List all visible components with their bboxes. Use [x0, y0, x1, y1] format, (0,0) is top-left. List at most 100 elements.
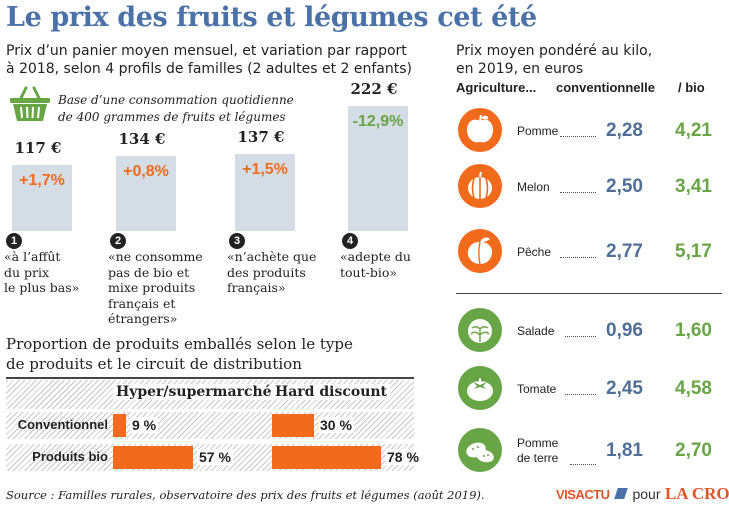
- produce-name-line: Pomme: [517, 436, 559, 450]
- profile-description-line: «à l’affût: [4, 249, 61, 264]
- produce-name-line: Tomate: [517, 382, 557, 396]
- potato-icon: [458, 428, 502, 472]
- profile-variation: +0,8%: [123, 163, 169, 180]
- right-intro-line: en 2019, en euros: [456, 61, 584, 77]
- profile-description-line: mixe produits: [108, 280, 196, 295]
- packaging-bar: [272, 414, 314, 437]
- dotted-leader: [570, 464, 596, 465]
- profile-variation: -12,9%: [352, 113, 404, 130]
- produce-name: Pomme: [517, 124, 558, 139]
- dotted-leader: [565, 336, 596, 337]
- right-intro-line: Prix moyen pondéré au kilo,: [456, 43, 653, 59]
- packaging-value: 78 %: [385, 449, 421, 465]
- profile-description-line: étrangers»: [108, 311, 178, 326]
- price-bio: 3,41: [675, 176, 712, 197]
- price-conventional: 0,96: [606, 320, 643, 341]
- profile-description-line: pas de bio et: [108, 264, 190, 280]
- source-note: Source : Familles rurales, observatoire …: [6, 488, 485, 502]
- packaging-value: 9 %: [130, 417, 159, 433]
- packaging-title: Proportion de produits emballés selon le…: [6, 334, 353, 374]
- dotted-leader: [560, 136, 596, 137]
- price-conventional: 2,28: [606, 120, 643, 141]
- produce-name-line: Pêche: [517, 245, 552, 259]
- packaging-bar: [113, 446, 193, 469]
- profile-description: «adepte du tout-bio»: [340, 249, 411, 280]
- packaging-title-line: Proportion de produits emballés selon le…: [6, 335, 353, 353]
- lacroix-logo: LA CROIX: [664, 484, 729, 503]
- price-conventional: 2,45: [606, 378, 643, 399]
- profile-price: 117 €: [14, 139, 62, 157]
- melon-icon: [458, 164, 502, 208]
- left-intro-line: Prix d’un panier moyen mensuel, et varia…: [6, 43, 407, 59]
- produce-name-line: Melon: [517, 180, 550, 194]
- produce-name-line: de terre: [517, 451, 559, 465]
- profile-variation: +1,7%: [19, 172, 65, 189]
- row-label: Conventionnel: [17, 417, 108, 432]
- profile-bar: -12,9%: [348, 106, 408, 231]
- profile-description-line: français et: [108, 295, 176, 311]
- profile-description-line: le plus bas»: [4, 280, 80, 295]
- visactu-mark-icon: [614, 488, 628, 499]
- price-conventional: 2,77: [606, 241, 643, 262]
- profile-description-line: «ne consomme: [108, 249, 203, 264]
- packaging-bar: [272, 446, 381, 469]
- visactu-logo: VISACTU: [556, 487, 610, 502]
- left-intro: Prix d’un panier moyen mensuel, et varia…: [6, 42, 412, 78]
- profile-description: «n’achète que des produits français»: [227, 249, 316, 296]
- right-intro: Prix moyen pondéré au kilo, en 2019, en …: [456, 42, 652, 78]
- price-bio: 1,60: [675, 320, 712, 341]
- profile-price: 222 €: [350, 80, 398, 98]
- profile-number-badge: 3: [229, 233, 245, 249]
- price-conventional: 2,50: [606, 176, 643, 197]
- produce-name: Melon: [517, 180, 550, 195]
- dotted-leader: [560, 192, 596, 193]
- profile-description-line: tout-bio»: [340, 264, 398, 280]
- profile-number-badge: 2: [110, 233, 126, 249]
- column-header: Hyper/supermarché: [113, 384, 275, 400]
- produce-divider: [456, 293, 722, 294]
- basket-note-line: de 400 grammes de fruits et légumes: [58, 110, 286, 124]
- profile-bar: +1,5%: [235, 154, 295, 231]
- profile-description-line: des produits: [227, 264, 306, 280]
- produce-name: Pomme de terre: [517, 436, 558, 466]
- profile-description-line: «adepte du: [340, 249, 411, 264]
- packaging-bar: [113, 414, 126, 437]
- profile-description-line: du prix: [4, 264, 50, 280]
- row-label: Produits bio: [32, 449, 108, 464]
- profile-number-badge: 4: [342, 233, 358, 249]
- produce-name-line: Pomme: [517, 124, 559, 138]
- peach-icon: [458, 229, 502, 273]
- basket-note: Base d’une consommation quotidienne de 4…: [58, 92, 294, 126]
- produce-name: Pêche: [517, 245, 551, 260]
- profile-price: 137 €: [237, 128, 285, 146]
- table-header-rule: [6, 377, 414, 379]
- page-title: Le prix des fruits et légumes cet été: [6, 2, 537, 33]
- dotted-leader: [560, 257, 596, 258]
- profile-description: «ne consomme pas de bio et mixe produits fr…: [108, 249, 203, 327]
- lettuce-icon: [458, 308, 502, 352]
- conv-header: conventionnelle: [556, 80, 655, 95]
- packaging-value: 57 %: [197, 449, 233, 465]
- left-intro-line: à 2018, selon 4 profils de familles (2 a…: [6, 61, 412, 77]
- column-header: Hard discount: [272, 384, 391, 400]
- profile-description-line: «n’achète que: [227, 249, 317, 264]
- basket-note-line: Base d’une consommation quotidienne: [58, 93, 294, 107]
- produce-name: Salade: [517, 324, 554, 339]
- price-bio: 4,58: [675, 378, 712, 399]
- price-bio: 4,21: [675, 120, 712, 141]
- profile-price: 134 €: [118, 130, 166, 148]
- profile-bar: +0,8%: [116, 156, 176, 231]
- agri-header: Agriculture...: [456, 80, 537, 95]
- profile-number-badge: 1: [6, 233, 22, 249]
- logo-pour: pour: [632, 486, 661, 502]
- logo: VISACTU pour LA CROIX: [556, 484, 729, 504]
- profile-variation: +1,5%: [242, 161, 288, 178]
- produce-name: Tomate: [517, 382, 556, 397]
- profile-description: «à l’affût du prix le plus bas»: [4, 249, 79, 296]
- packaging-value: 30 %: [318, 417, 354, 433]
- price-conventional: 1,81: [606, 440, 643, 461]
- basket-icon: [10, 86, 50, 121]
- bio-header: / bio: [678, 80, 705, 95]
- profile-description-line: français»: [227, 280, 286, 295]
- dotted-leader: [565, 394, 596, 395]
